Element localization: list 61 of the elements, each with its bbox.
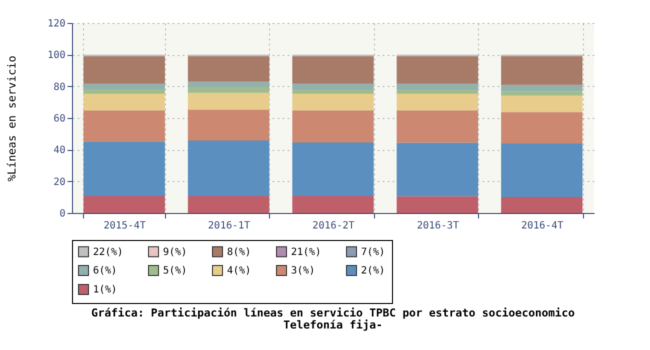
bar: [83, 142, 165, 196]
y-tick-label: 120: [47, 18, 66, 30]
y-tick-label: 40: [53, 145, 66, 156]
x-tick-label: 2015-4T: [104, 220, 146, 232]
bar: [188, 196, 270, 213]
y-tick-label: 20: [53, 176, 66, 188]
x-tick-label: 2016-1T: [208, 220, 250, 232]
legend-label: 5(%): [163, 266, 188, 276]
bar: [396, 142, 478, 196]
bar: [188, 92, 270, 110]
bar: [83, 196, 165, 213]
bar: [83, 94, 165, 110]
bar: [188, 140, 270, 196]
y-tick-label: 0: [59, 208, 66, 220]
legend-label: 4(%): [227, 266, 252, 276]
bar: [396, 83, 478, 90]
legend-label: 6(%): [93, 266, 118, 276]
legend-label: 2(%): [361, 266, 386, 276]
legend-label: 3(%): [291, 266, 316, 276]
bar: [501, 96, 583, 112]
legend-label: 1(%): [93, 284, 118, 296]
bar: [292, 196, 374, 213]
y-axis-title: %Líneas en servicio: [5, 56, 18, 182]
legend-label: 9(%): [163, 246, 188, 258]
y-tick-label: 100: [47, 50, 66, 62]
x-tick-label: 2016-2T: [312, 220, 355, 232]
y-tick-label: 60: [53, 114, 66, 124]
bar: [501, 84, 583, 92]
legend-label: 22(%): [93, 246, 124, 258]
bar: [83, 83, 165, 90]
bar: [292, 94, 374, 110]
text: Gráfica: Participación líneas en servicio TPBC por estrato socioeconomico: [91, 306, 576, 320]
bar: [396, 90, 478, 94]
bar: [292, 142, 374, 196]
bar: [292, 110, 374, 143]
bar: [501, 197, 583, 213]
bar: [83, 89, 165, 94]
bar: [501, 143, 583, 198]
bar: [501, 56, 583, 85]
bar: [396, 196, 478, 213]
bar: [501, 112, 583, 144]
legend-label: 21(%): [291, 246, 322, 258]
bar: [292, 90, 374, 94]
x-tick-label: 2016-3T: [416, 220, 459, 232]
bar: [292, 83, 374, 90]
bar: [188, 82, 270, 88]
bar: [188, 56, 270, 82]
bar: [188, 110, 270, 140]
y-tick-label: 80: [53, 82, 66, 93]
legend-label: 8(%): [227, 246, 252, 258]
bar: [396, 56, 478, 84]
legend-label: 7(%): [361, 246, 386, 258]
bar: [83, 56, 165, 84]
bar: [396, 94, 478, 110]
bar: [188, 88, 270, 93]
x-tick-label: 2016-4T: [521, 220, 564, 232]
bar: [83, 110, 165, 142]
bar: [396, 110, 478, 143]
text: Telefonía fija-: [283, 318, 383, 332]
bar: [501, 91, 583, 96]
bar: [292, 56, 374, 84]
